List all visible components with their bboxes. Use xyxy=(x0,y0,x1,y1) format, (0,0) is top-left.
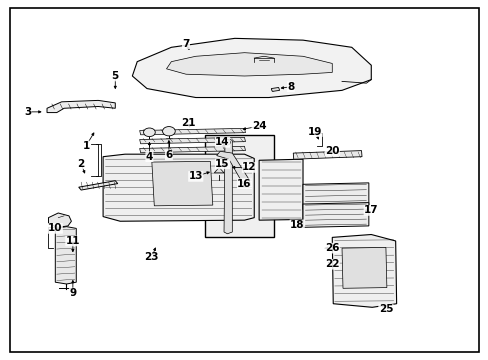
Text: 15: 15 xyxy=(215,159,229,169)
Text: 8: 8 xyxy=(286,82,294,92)
Text: 19: 19 xyxy=(307,127,322,136)
Text: 23: 23 xyxy=(144,252,159,262)
Text: 5: 5 xyxy=(111,71,119,81)
Text: 9: 9 xyxy=(69,288,76,298)
Circle shape xyxy=(162,127,175,136)
Text: 18: 18 xyxy=(289,220,304,230)
Polygon shape xyxy=(166,53,331,76)
Polygon shape xyxy=(48,213,71,227)
Text: 24: 24 xyxy=(251,121,266,131)
Polygon shape xyxy=(303,203,368,227)
Polygon shape xyxy=(140,129,245,135)
Circle shape xyxy=(222,139,230,145)
Polygon shape xyxy=(224,139,232,234)
Polygon shape xyxy=(303,183,368,210)
Polygon shape xyxy=(214,167,224,173)
Text: 1: 1 xyxy=(82,141,89,151)
Text: 6: 6 xyxy=(165,150,172,160)
Text: 25: 25 xyxy=(378,304,392,314)
Polygon shape xyxy=(259,159,303,220)
Polygon shape xyxy=(331,234,396,307)
Polygon shape xyxy=(216,151,250,186)
Text: 26: 26 xyxy=(325,243,339,253)
Text: 3: 3 xyxy=(24,107,31,117)
Text: 7: 7 xyxy=(182,39,189,49)
Polygon shape xyxy=(140,146,245,153)
Polygon shape xyxy=(132,39,370,98)
Text: 22: 22 xyxy=(325,259,339,269)
Text: 13: 13 xyxy=(188,171,203,181)
Text: 12: 12 xyxy=(242,162,256,172)
Polygon shape xyxy=(79,181,118,190)
Polygon shape xyxy=(341,247,386,288)
Polygon shape xyxy=(103,154,254,221)
Polygon shape xyxy=(47,100,115,113)
Circle shape xyxy=(143,128,155,136)
Text: 10: 10 xyxy=(48,224,62,233)
Polygon shape xyxy=(293,150,361,159)
Polygon shape xyxy=(152,161,212,206)
Polygon shape xyxy=(271,87,279,91)
Text: 21: 21 xyxy=(181,118,195,128)
Text: 4: 4 xyxy=(145,152,153,162)
Polygon shape xyxy=(140,137,245,144)
Polygon shape xyxy=(55,226,76,284)
Text: 11: 11 xyxy=(65,236,80,246)
Text: 20: 20 xyxy=(325,146,339,156)
Text: 17: 17 xyxy=(363,206,378,216)
Text: 2: 2 xyxy=(78,159,84,169)
Text: 14: 14 xyxy=(215,138,229,147)
Bar xyxy=(205,135,273,237)
Text: 16: 16 xyxy=(237,179,251,189)
